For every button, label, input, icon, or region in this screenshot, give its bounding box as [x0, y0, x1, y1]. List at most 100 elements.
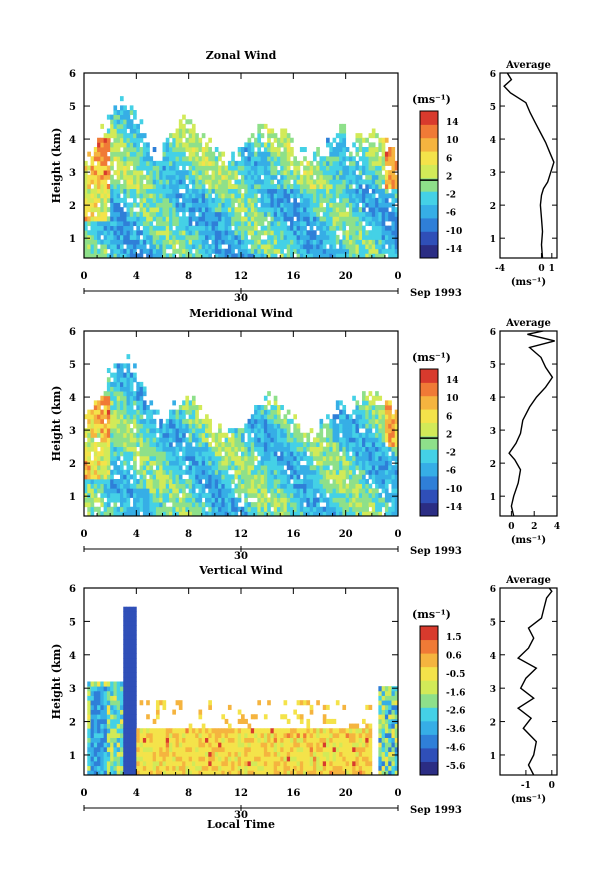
field-cell: [345, 451, 350, 457]
field-cell: [286, 184, 291, 190]
field-cell: [316, 147, 320, 153]
field-cell: [214, 483, 219, 489]
field-cell: [234, 437, 239, 443]
field-cell: [247, 197, 252, 203]
field-cell: [224, 451, 229, 457]
field-cell: [93, 446, 98, 452]
field-cell: [355, 460, 360, 466]
field-cell: [90, 221, 95, 227]
field-cell: [273, 442, 278, 448]
field-cell: [375, 455, 379, 461]
field-cell: [129, 372, 134, 378]
field-cell: [191, 488, 196, 494]
colorbar-frame: [419, 368, 439, 517]
field-cell: [126, 756, 131, 762]
field-cell: [188, 488, 193, 494]
field-cell: [126, 234, 131, 240]
field-cell: [103, 760, 108, 767]
field-cell: [185, 502, 190, 508]
field-cell: [362, 483, 366, 489]
field-cell: [257, 137, 262, 143]
field-cell: [133, 432, 137, 438]
field-cell: [391, 497, 396, 503]
field-cell: [159, 230, 163, 236]
field-cell: [133, 137, 137, 143]
field-cell: [129, 216, 134, 222]
field-cell: [123, 639, 127, 645]
field-cell: [221, 474, 226, 480]
field-cell: [394, 455, 399, 461]
field-cell: [358, 184, 363, 190]
field-cell: [381, 469, 386, 475]
field-cell: [218, 483, 222, 489]
field-cell: [224, 216, 229, 222]
field-cell: [342, 474, 347, 480]
field-cell: [97, 700, 101, 706]
field-cell: [119, 133, 124, 139]
field-cell: [348, 234, 353, 240]
field-cell: [237, 446, 242, 452]
field-cell: [276, 502, 281, 508]
field-cell: [273, 137, 278, 143]
field-cell: [110, 455, 114, 461]
field-cell: [381, 193, 386, 199]
field-cell: [103, 502, 108, 508]
field-cell: [391, 216, 396, 222]
field-cell: [84, 442, 88, 448]
field-cell: [221, 160, 226, 166]
field-cell: [276, 414, 281, 420]
field-cell: [270, 221, 275, 227]
field-cell: [227, 455, 232, 461]
field-cell: [123, 400, 127, 406]
field-cell: [142, 451, 147, 457]
field-cell: [227, 465, 232, 471]
field-cell: [136, 184, 140, 190]
field-cell: [149, 492, 154, 498]
field-cell: [267, 455, 271, 461]
field-cell: [309, 460, 314, 466]
field-cell: [97, 188, 101, 194]
field-cell: [276, 193, 281, 199]
field-cell: [303, 442, 307, 448]
field-cell: [195, 253, 199, 259]
field-cell: [345, 193, 350, 199]
field-cell: [283, 128, 288, 134]
field-cell: [116, 437, 121, 443]
field-cell: [129, 451, 134, 457]
field-cell: [339, 428, 343, 434]
field-cell: [106, 479, 111, 485]
field-cell: [234, 497, 239, 503]
field-cell: [152, 455, 157, 461]
field-cell: [231, 506, 235, 512]
field-cell: [214, 179, 219, 185]
field-cell: [286, 174, 291, 180]
field-cell: [116, 170, 121, 176]
field-cell: [299, 179, 304, 185]
field-cell: [384, 511, 389, 517]
field-cell: [221, 492, 226, 498]
field-cell: [139, 119, 144, 125]
field-cell: [375, 511, 379, 517]
field-cell: [224, 474, 229, 480]
field-cell: [90, 160, 95, 166]
field-cell: [106, 474, 111, 480]
field-cell: [198, 502, 203, 508]
field-cell: [293, 160, 297, 166]
colorbar-swatch: [420, 422, 438, 437]
field-cell: [100, 511, 105, 517]
field-cell: [119, 746, 124, 753]
field-cell: [126, 244, 131, 250]
field-cell: [113, 234, 118, 240]
colorbar-swatch: [420, 231, 438, 246]
field-cell: [116, 128, 121, 134]
field-cell: [110, 732, 114, 738]
field-cell: [263, 202, 268, 208]
field-cell: [106, 414, 111, 420]
field-cell: [110, 207, 114, 213]
field-cell: [110, 409, 114, 415]
field-cell: [175, 170, 180, 176]
field-cell: [201, 428, 206, 434]
field-cell: [260, 418, 265, 424]
field-cell: [322, 207, 327, 213]
field-cell: [182, 128, 186, 134]
